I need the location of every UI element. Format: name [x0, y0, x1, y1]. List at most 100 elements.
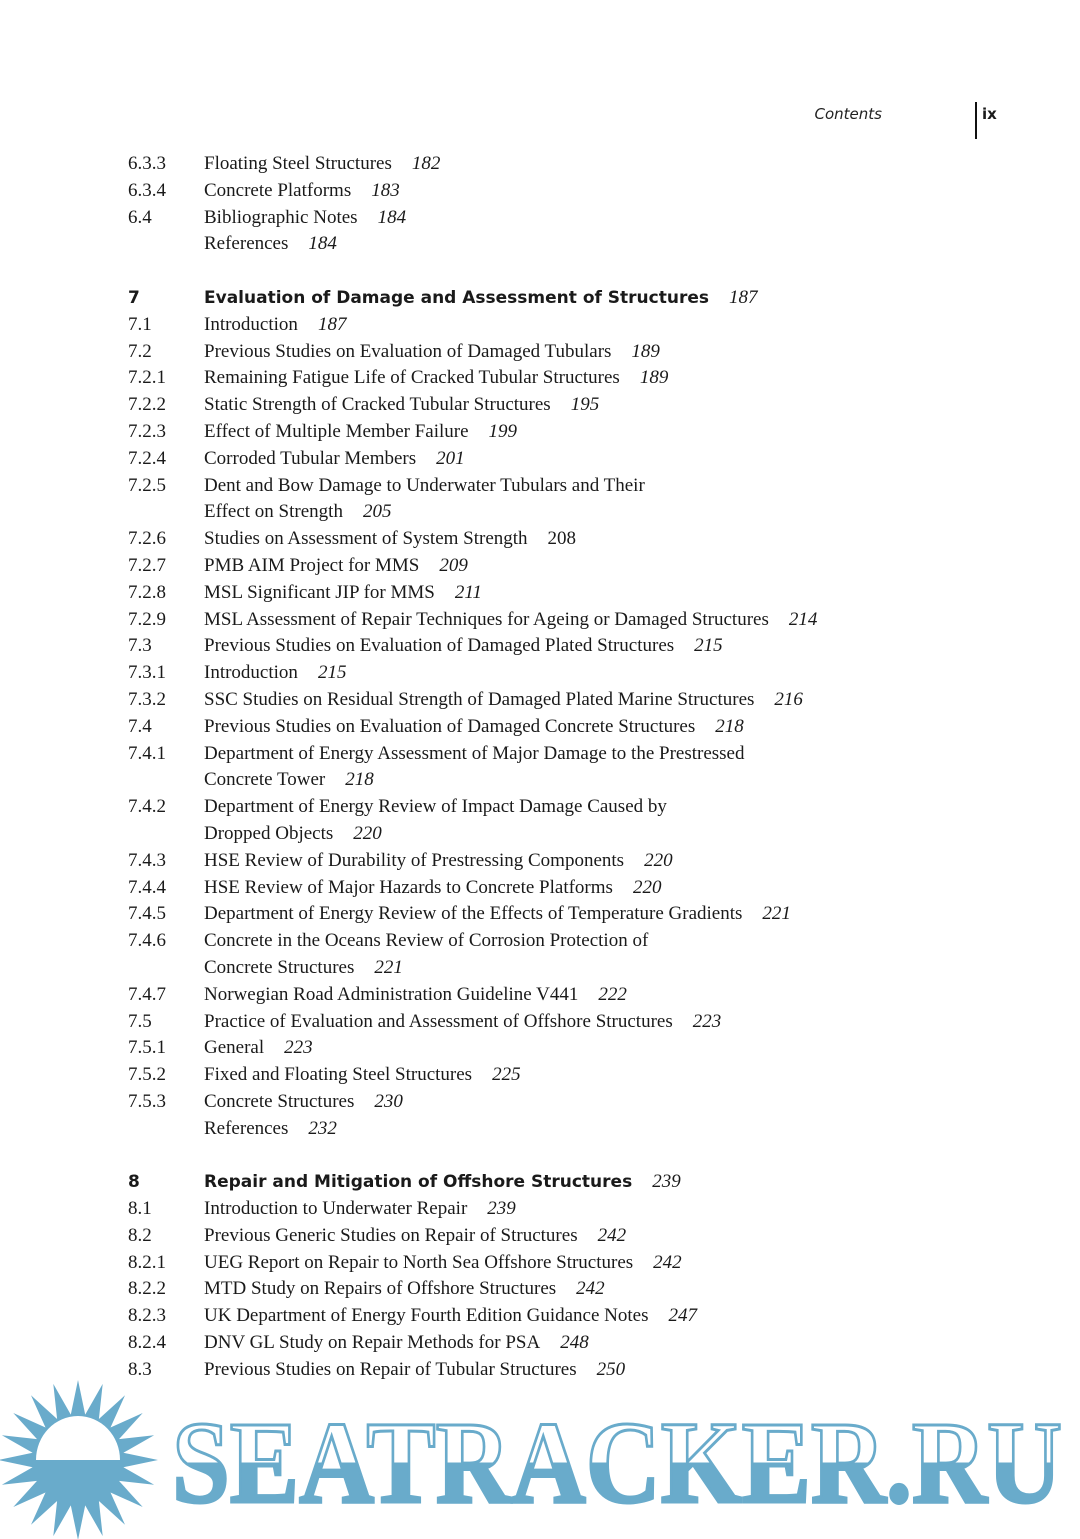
section-title: Bibliographic Notes 184 [204, 205, 406, 232]
page-ref: 220 [632, 876, 662, 898]
toc-entry-continuation: Concrete Structures 221 [0, 955, 1080, 982]
section-number: 7.4.1 [128, 742, 166, 764]
section-number: 7.2.7 [128, 554, 166, 576]
section-title: Introduction to Underwater Repair 239 [204, 1196, 516, 1223]
section-title: Department of Energy Review of Impact Da… [204, 794, 667, 821]
section-title-text: Concrete Structures [204, 1090, 355, 1112]
toc-entry: 7.2.9 MSL Assessment of Repair Techniques… [0, 607, 1080, 634]
page-ref: 201 [436, 447, 465, 469]
toc-entry: 8.2.2 MTD Study on Repairs of Offshore St… [0, 1276, 1080, 1303]
section-title-text: Concrete Platforms [204, 179, 352, 201]
section-title-text: Corroded Tubular Members [204, 447, 417, 469]
section-title-text: General [204, 1037, 265, 1059]
section-title: Department of Energy Review of the Effec… [204, 901, 791, 928]
section-number: 7.2.1 [128, 367, 166, 389]
blank-line [0, 1142, 1080, 1169]
section-title: Studies on Assessment of System Strength… [204, 526, 576, 553]
section-number: 7.5.2 [128, 1064, 166, 1086]
toc-entry: 7.2 Previous Studies on Evaluation of Dam… [0, 339, 1080, 366]
section-number: 7.2.4 [128, 447, 166, 469]
section-number: 6.3.4 [128, 179, 166, 201]
page-ref: 247 [668, 1305, 697, 1327]
sun-icon [0, 1380, 158, 1539]
section-title: Introduction 187 [204, 312, 346, 339]
section-title: Concrete Tower 218 [204, 767, 374, 794]
section-title: Concrete Structures 230 [204, 1089, 403, 1116]
section-title: PMB AIM Project for MMS 209 [204, 553, 468, 580]
section-title: DNV GL Study on Repair Methods for PSA 24… [204, 1330, 589, 1357]
section-number: 7.5.3 [128, 1090, 166, 1112]
section-number: 7.2.5 [128, 474, 166, 496]
toc-entry: 7.4.2 Department of Energy Review of Impa… [0, 794, 1080, 821]
toc-entry: 7.2.7 PMB AIM Project for MMS 209 [0, 553, 1080, 580]
section-title-text: Concrete Tower [204, 769, 326, 791]
section-number: 7.2 [128, 340, 152, 362]
section-title-text: Introduction [204, 313, 298, 335]
section-title-text: Static Strength of Cracked Tubular Struc… [204, 394, 551, 416]
section-number: 8.2.1 [128, 1251, 166, 1273]
toc-entry: 6.3.4 Concrete Platforms 183 [0, 178, 1080, 205]
section-number: 7.2.9 [128, 608, 166, 630]
section-title-text: Introduction to Underwater Repair [204, 1198, 468, 1220]
section-number: 8.2 [128, 1224, 152, 1246]
toc-entry: 8.2.1 UEG Report on Repair to North Sea O… [0, 1250, 1080, 1277]
section-title: Concrete in the Oceans Review of Corrosi… [204, 928, 648, 955]
page-ref: 214 [788, 608, 818, 630]
section-title-text: MTD Study on Repairs of Offshore Structu… [204, 1278, 557, 1300]
section-title-text: Department of Energy Review of Impact Da… [204, 796, 667, 818]
page-ref: 220 [353, 822, 382, 844]
page-number: ix [982, 105, 997, 123]
section-title: General 223 [204, 1035, 313, 1062]
section-title-text: SSC Studies on Residual Strength of Dama… [204, 688, 755, 710]
section-number: 6.3.3 [128, 153, 166, 174]
section-number: 7.4.2 [128, 796, 166, 818]
section-number: 7.1 [128, 313, 152, 335]
section-title-text: References [204, 233, 289, 255]
section-title-text: UK Department of Energy Fourth Edition G… [204, 1305, 649, 1327]
section-title: Dent and Bow Damage to Underwater Tubula… [204, 473, 645, 500]
page-ref: 221 [374, 956, 403, 978]
toc-entry: 6.4 Bibliographic Notes 184 [0, 205, 1080, 232]
page-ref: 220 [644, 849, 673, 871]
toc-entry: 7.5 Practice of Evaluation and Assessment… [0, 1009, 1080, 1036]
toc-entry: 7.2.2 Static Strength of Cracked Tubular … [0, 392, 1080, 419]
watermark-logo: SEATRACKER.RU [0, 1380, 1064, 1539]
section-title-text: Studies on Assessment of System Strength [204, 528, 528, 550]
section-title: Repair and Mitigation of Offshore Struct… [204, 1169, 681, 1196]
page-ref: 222 [598, 983, 627, 1005]
section-title: Previous Studies on Evaluation of Damage… [204, 633, 723, 660]
toc-entry: References 232 [0, 1116, 1080, 1143]
section-title-text: MSL Significant JIP for MMS [204, 581, 435, 603]
section-number: 8.3 [128, 1358, 152, 1380]
toc-entry: 7.4.1 Department of Energy Assessment of … [0, 741, 1080, 768]
toc-entry: 7.4.7 Norwegian Road Administration Guide… [0, 982, 1080, 1009]
page-ref: 242 [653, 1251, 682, 1273]
section-title: Corroded Tubular Members 201 [204, 446, 465, 473]
section-title: Previous Generic Studies on Repair of St… [204, 1223, 626, 1250]
page-ref: 239 [652, 1171, 681, 1193]
section-number: 7.2.2 [128, 394, 166, 416]
section-title-text: Norwegian Road Administration Guideline … [204, 983, 579, 1005]
toc-entry: 8.2.4 DNV GL Study on Repair Methods for … [0, 1330, 1080, 1357]
page-ref: 218 [715, 715, 744, 737]
page-ref: 248 [560, 1332, 589, 1354]
toc-entry: 7.5.2 Fixed and Floating Steel Structures… [0, 1062, 1080, 1089]
section-title: Practice of Evaluation and Assessment of… [204, 1009, 721, 1036]
toc-entry: 7.4.4 HSE Review of Major Hazards to Conc… [0, 875, 1080, 902]
page-ref: 216 [774, 688, 803, 710]
section-title-text: HSE Review of Durability of Prestressing… [204, 849, 625, 871]
section-title: Effect on Strength 205 [204, 499, 391, 526]
chapter-entry: 7 Evaluation of Damage and Assessment of … [0, 285, 1080, 312]
page-ref: 205 [362, 501, 392, 523]
section-title-text: MSL Assessment of Repair Techniques for … [204, 608, 769, 630]
section-title-text: Practice of Evaluation and Assessment of… [204, 1010, 673, 1032]
section-number: 7.5 [128, 1010, 152, 1032]
svg-text:SEATRACKER.RU: SEATRACKER.RU [172, 1397, 1062, 1528]
page-ref: 223 [692, 1010, 722, 1032]
section-title-text: References [204, 1117, 289, 1139]
section-title-text: Concrete Structures [204, 956, 355, 978]
section-title: MSL Significant JIP for MMS 211 [204, 580, 482, 607]
section-number: 8.2.2 [128, 1278, 166, 1300]
section-number: 7.4 [128, 715, 152, 737]
section-title-text: Previous Generic Studies on Repair of St… [204, 1224, 578, 1246]
